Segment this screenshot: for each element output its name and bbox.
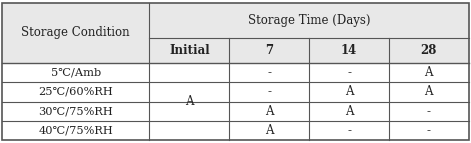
- Text: Storage Condition: Storage Condition: [22, 26, 130, 39]
- Text: A: A: [265, 105, 274, 118]
- Text: -: -: [268, 85, 271, 98]
- Bar: [2, 3, 469, 38]
- Text: 7: 7: [265, 44, 273, 57]
- Text: 5℃/Amb: 5℃/Amb: [51, 68, 101, 78]
- Text: Initial: Initial: [169, 44, 210, 57]
- Text: A: A: [345, 105, 353, 118]
- Text: A: A: [424, 85, 433, 98]
- Text: 25℃/60%RH: 25℃/60%RH: [39, 87, 113, 97]
- Text: 40℃/75%RH: 40℃/75%RH: [39, 126, 113, 135]
- Text: A: A: [265, 124, 274, 137]
- Text: 30℃/75%RH: 30℃/75%RH: [39, 106, 113, 116]
- Text: A: A: [345, 85, 353, 98]
- Text: A: A: [185, 95, 194, 108]
- Text: 14: 14: [341, 44, 357, 57]
- Text: Storage Time (Days): Storage Time (Days): [248, 14, 370, 27]
- Bar: [2, 38, 469, 63]
- Text: -: -: [347, 66, 351, 79]
- Text: -: -: [268, 66, 271, 79]
- Text: -: -: [427, 124, 431, 137]
- Text: -: -: [427, 105, 431, 118]
- Text: 28: 28: [421, 44, 437, 57]
- Text: -: -: [347, 124, 351, 137]
- Text: A: A: [424, 66, 433, 79]
